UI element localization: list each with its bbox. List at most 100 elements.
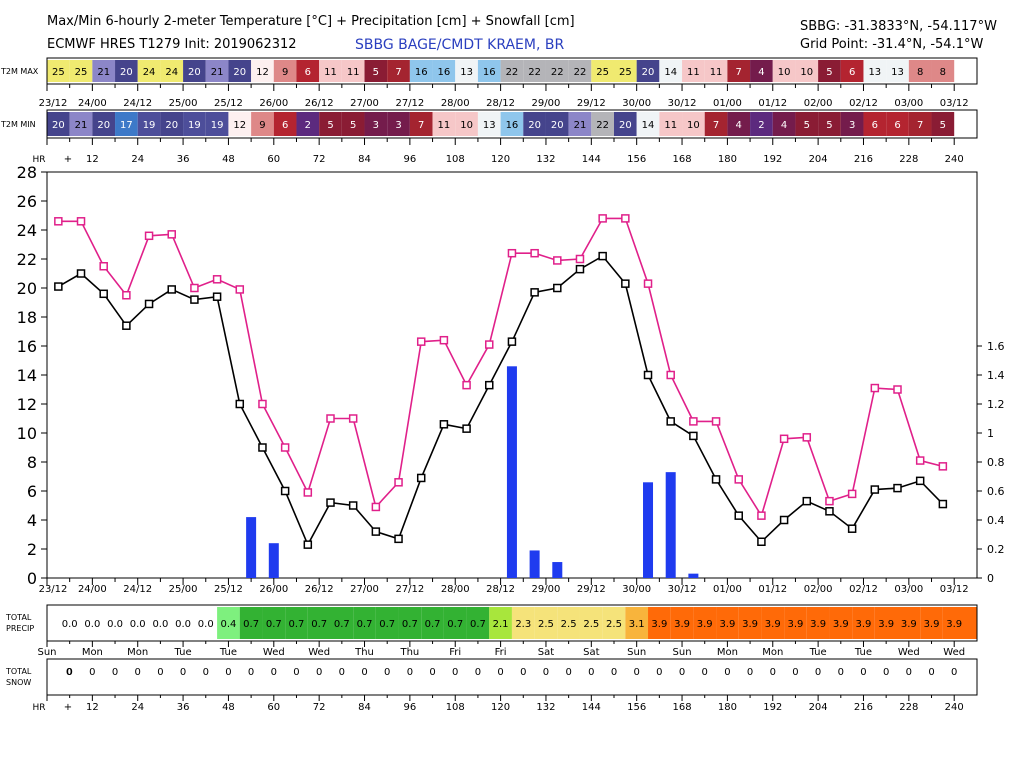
min-temp-marker [802,496,812,506]
total-precip-cell [489,607,512,639]
hour-label-bottom: 216 [854,702,873,713]
t2m-max-cell-value: 11 [687,67,700,78]
total-snow-value: 0 [475,667,481,678]
precip-bar [506,366,517,578]
t2m-max-cell [704,60,728,82]
day-label: Sat [583,647,599,658]
hour-label-bottom: 180 [718,702,737,713]
total-precip-cell [942,607,977,639]
total-snow-value: 0 [565,667,571,678]
t2m-max-cell [840,60,864,82]
x-tick-label: 28/00 [441,584,470,595]
hour-label-bottom: 48 [222,702,235,713]
total-precip-cell [920,607,943,639]
total-precip-cell [874,607,898,639]
y-left-tick-label: 4 [27,511,37,530]
total-precip-cell [511,607,535,639]
t2m-max-cell-value: 7 [395,67,401,78]
model-info: ECMWF HRES T1279 Init: 2019062312 [47,37,297,52]
x-tick-label: 02/00 [804,584,833,595]
t2m-max-cell [500,60,524,82]
t2m-min-cell [296,112,320,136]
max-temp-marker [462,380,471,390]
max-temp-marker [802,433,812,442]
max-temp-marker [621,214,630,223]
t2m-max-cell [319,60,342,82]
total-snow-frame [46,658,978,696]
x-tick-label: 01/12 [758,584,787,595]
min-temp-marker [190,295,199,304]
time-label: 30/00 [622,98,651,109]
max-temp-marker [348,414,358,423]
hour-label-bottom: 144 [582,702,601,713]
hour-label-bottom: 240 [945,702,964,713]
x-tick-label: 28/12 [486,584,515,595]
max-temp-marker [598,214,607,223]
t2m-min-cell-value: 20 [551,120,564,131]
total-precip-value: 0.4 [220,619,236,630]
t2m-max-cell [387,60,410,82]
t2m-max-cell [795,60,819,82]
precip-bar [529,550,540,578]
x-tick-label: 29/12 [577,584,606,595]
t2m-max-cell-value: 20 [188,67,201,78]
hour-label-bottom: 12 [86,702,99,713]
total-precip-cell [398,607,422,639]
t2m-min-cell-value: 5 [804,120,810,131]
precip-bar [643,482,654,578]
t2m-max-label: T2M MAX [0,67,39,76]
total-precip-cell [58,607,82,639]
t2m-min-cell [319,112,342,136]
y-right-tick-label: 0.2 [987,543,1005,556]
time-label: 29/00 [532,98,561,109]
total-precip-cell [648,607,671,639]
total-snow-value: 0 [633,667,639,678]
total-precip-label: TOTAL [5,613,32,622]
total-snow-value: 0 [838,667,844,678]
total-precip-value: 3.9 [674,619,690,630]
max-temp-marker [280,443,290,452]
min-temp-marker [303,540,313,549]
day-label: Fri [495,647,507,658]
t2m-max-cell-value: 21 [97,67,110,78]
y-left-tick-label: 2 [27,540,37,559]
total-snow-value: 0 [497,667,503,678]
min-temp-marker [99,289,108,299]
precip-bar [552,562,563,578]
y-left-tick-label: 16 [17,337,37,356]
time-label: 26/12 [305,98,334,109]
t2m-max-cell-value: 22 [506,67,519,78]
t2m-min-cell [704,112,728,136]
total-snow-value: 0 [89,667,95,678]
time-label: 25/00 [169,98,198,109]
total-snow-label: SNOW [6,678,31,687]
x-tick-label: 26/00 [259,584,288,595]
t2m-min-cell-value: 4 [781,120,787,131]
time-label: 24/12 [123,98,152,109]
total-precip-value: 0.7 [266,619,282,630]
total-snow-value: 0 [656,667,662,678]
t2m-max-cell [137,60,161,82]
total-precip-cell [330,607,354,639]
min-temp-marker [621,279,630,288]
total-snow-value: 0 [815,667,821,678]
t2m-max-cell-value: 4 [758,67,764,78]
total-precip-value: 3.9 [833,619,849,630]
t2m-max-cell [409,60,433,82]
t2m-min-cell [795,112,819,136]
time-label: 30/12 [668,98,697,109]
hour-label: 216 [854,154,873,165]
max-temp-marker [190,283,199,293]
total-precip-value: 0.0 [84,619,100,630]
max-temp-marker [99,262,108,271]
time-label: 02/00 [804,98,833,109]
hour-label: 180 [718,154,737,165]
total-precip-value: 0.7 [243,619,259,630]
day-label: Tue [854,647,872,658]
t2m-min-cell [432,112,456,136]
total-precip-value: 0.7 [289,619,305,630]
t2m-min-cell [840,112,864,136]
min-temp-marker [326,498,335,507]
min-temp-marker [144,299,154,309]
